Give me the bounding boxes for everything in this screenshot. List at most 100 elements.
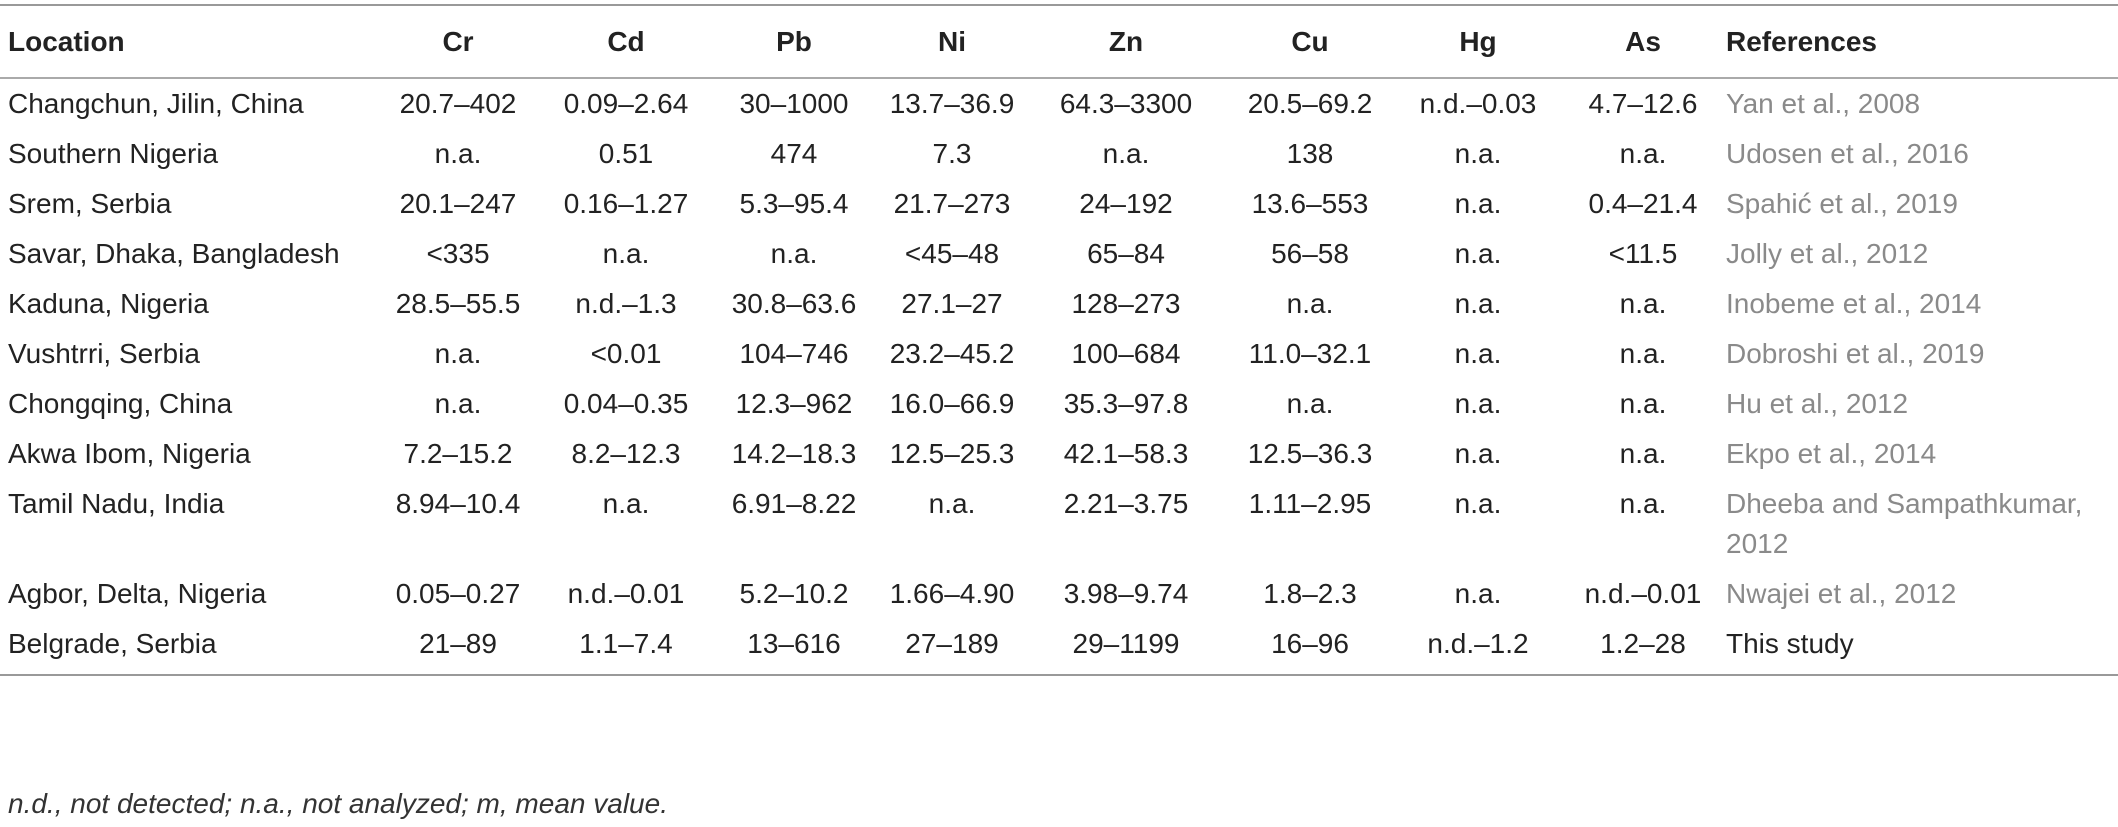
cell-zn: 42.1–58.3 — [1063, 438, 1189, 469]
cell-hg: n.a. — [1454, 238, 1502, 269]
cell-cr: n.a. — [434, 138, 482, 169]
cell-hg: n.d.–0.03 — [1419, 88, 1537, 119]
cell-location: Vushtrri, Serbia — [8, 338, 200, 369]
table-row: Savar, Dhaka, Bangladesh <335 n.a. n.a. <45–… — [0, 228, 2118, 278]
table-row: Chongqing, China n.a. 0.04–0.35 12.3–962 16.… — [0, 378, 2118, 428]
header-cr: Cr — [442, 26, 474, 57]
cell-cd: 0.04–0.35 — [563, 388, 689, 419]
cell-ni: 23.2–45.2 — [889, 338, 1015, 369]
cell-cr: n.a. — [434, 338, 482, 369]
cell-cd: n.d.–0.01 — [567, 578, 685, 609]
cell-as: n.a. — [1619, 388, 1667, 419]
header-rule — [0, 77, 2118, 79]
cell-cu: 1.8–2.3 — [1263, 578, 1357, 609]
cell-ni: 27.1–27 — [901, 288, 1003, 319]
cell-hg: n.a. — [1454, 438, 1502, 469]
table-row: Belgrade, Serbia 21–89 1.1–7.4 13–616 27–189… — [0, 618, 2118, 668]
cell-pb: 30.8–63.6 — [731, 288, 857, 319]
cell-pb: 12.3–962 — [735, 388, 853, 419]
table-row: Southern Nigeria n.a. 0.51 474 7.3 n.a. 138 n.a… — [0, 128, 2118, 178]
header-location: Location — [8, 26, 125, 57]
cell-ni: 12.5–25.3 — [889, 438, 1015, 469]
table-row: Kaduna, Nigeria 28.5–55.5 n.d.–1.3 30.8–63.… — [0, 278, 2118, 328]
cell-zn: 3.98–9.74 — [1063, 578, 1189, 609]
cell-pb: 104–746 — [739, 338, 849, 369]
cell-cd: 0.16–1.27 — [563, 188, 689, 219]
cell-location: Tamil Nadu, India — [8, 488, 225, 519]
cell-cu: 16–96 — [1271, 628, 1349, 659]
cell-ref[interactable]: Nwajei et al., 2012 — [1726, 578, 1957, 609]
cell-ref[interactable]: Inobeme et al., 2014 — [1726, 288, 1982, 319]
bottom-rule — [0, 674, 2118, 676]
cell-location: Srem, Serbia — [8, 188, 172, 219]
cell-pb: 5.2–10.2 — [739, 578, 849, 609]
cell-as: n.d.–0.01 — [1584, 578, 1702, 609]
cell-ref[interactable]: Dobroshi et al., 2019 — [1726, 338, 1985, 369]
cell-location: Kaduna, Nigeria — [8, 288, 209, 319]
cell-as: n.a. — [1619, 488, 1667, 519]
cell-hg: n.a. — [1454, 138, 1502, 169]
cell-cr: 7.2–15.2 — [403, 438, 513, 469]
cell-ref[interactable]: Hu et al., 2012 — [1726, 388, 1909, 419]
cell-as: 4.7–12.6 — [1588, 88, 1698, 119]
header-hg: Hg — [1459, 26, 1497, 57]
cell-as: 1.2–28 — [1600, 628, 1686, 659]
cell-cu: 11.0–32.1 — [1248, 338, 1372, 369]
cell-cr: 0.05–0.27 — [395, 578, 521, 609]
cell-ni: 7.3 — [932, 138, 972, 169]
header-zn: Zn — [1108, 26, 1144, 57]
cell-cr: 28.5–55.5 — [395, 288, 521, 319]
top-rule — [0, 4, 2118, 6]
cell-cu: 56–58 — [1271, 238, 1349, 269]
cell-cd: n.d.–1.3 — [575, 288, 677, 319]
cell-ref[interactable]: Udosen et al., 2016 — [1726, 138, 1969, 169]
cell-as: n.a. — [1619, 288, 1667, 319]
header-row: Location Cr Cd Pb Ni Zn Cu Hg As Referen… — [0, 6, 2118, 78]
cell-cd: n.a. — [602, 488, 650, 519]
table-row: Changchun, Jilin, China 20.7–402 0.09–2.64… — [0, 78, 2118, 128]
cell-ref[interactable]: Ekpo et al., 2014 — [1726, 438, 1937, 469]
cell-pb: 14.2–18.3 — [731, 438, 857, 469]
heavy-metals-table: Location Cr Cd Pb Ni Zn Cu Hg As Referen… — [0, 6, 2118, 668]
cell-cr: 20.7–402 — [399, 88, 517, 119]
cell-ni: 1.66–4.90 — [889, 578, 1015, 609]
cell-zn: 65–84 — [1087, 238, 1165, 269]
cell-location: Akwa Ibom, Nigeria — [8, 438, 251, 469]
cell-hg: n.a. — [1454, 288, 1502, 319]
cell-cr: 8.94–10.4 — [395, 488, 521, 519]
cell-pb: 13–616 — [747, 628, 841, 659]
cell-pb: 6.91–8.22 — [731, 488, 857, 519]
header-pb: Pb — [776, 26, 812, 57]
cell-location: Agbor, Delta, Nigeria — [8, 578, 267, 609]
table-row: Agbor, Delta, Nigeria 0.05–0.27 n.d.–0.01 5… — [0, 568, 2118, 618]
cell-cu: n.a. — [1286, 388, 1334, 419]
cell-cd: <0.01 — [590, 338, 662, 369]
cell-cr: 21–89 — [419, 628, 497, 659]
cell-ni: n.a. — [928, 488, 976, 519]
cell-cu: 138 — [1286, 138, 1334, 169]
cell-cu: n.a. — [1286, 288, 1334, 319]
header-cu: Cu — [1291, 26, 1329, 57]
cell-ref[interactable]: Yan et al., 2008 — [1726, 88, 1921, 119]
cell-cr: 20.1–247 — [399, 188, 517, 219]
cell-ni: 27–189 — [905, 628, 999, 659]
cell-pb: 30–1000 — [739, 88, 849, 119]
cell-pb: 474 — [770, 138, 818, 169]
cell-ni: 16.0–66.9 — [889, 388, 1015, 419]
cell-cu: 12.5–36.3 — [1247, 438, 1373, 469]
cell-ni: 13.7–36.9 — [889, 88, 1015, 119]
cell-ref[interactable]: This study — [1726, 628, 1854, 659]
cell-ni: 21.7–273 — [893, 188, 1011, 219]
cell-cr: n.a. — [434, 388, 482, 419]
cell-location: Chongqing, China — [8, 388, 233, 419]
cell-ref[interactable]: Spahić et al., 2019 — [1726, 188, 1958, 219]
cell-ref[interactable]: Jolly et al., 2012 — [1726, 238, 1929, 269]
cell-cu: 13.6–553 — [1251, 188, 1369, 219]
cell-cr: <335 — [426, 238, 490, 269]
cell-zn: 35.3–97.8 — [1063, 388, 1189, 419]
cell-zn: 29–1199 — [1072, 628, 1180, 659]
header-as: As — [1625, 26, 1661, 57]
cell-ref[interactable]: Dheeba and Sampathkumar, 2012 — [1726, 488, 2083, 559]
cell-cd: 8.2–12.3 — [571, 438, 681, 469]
cell-location: Savar, Dhaka, Bangladesh — [8, 238, 340, 269]
